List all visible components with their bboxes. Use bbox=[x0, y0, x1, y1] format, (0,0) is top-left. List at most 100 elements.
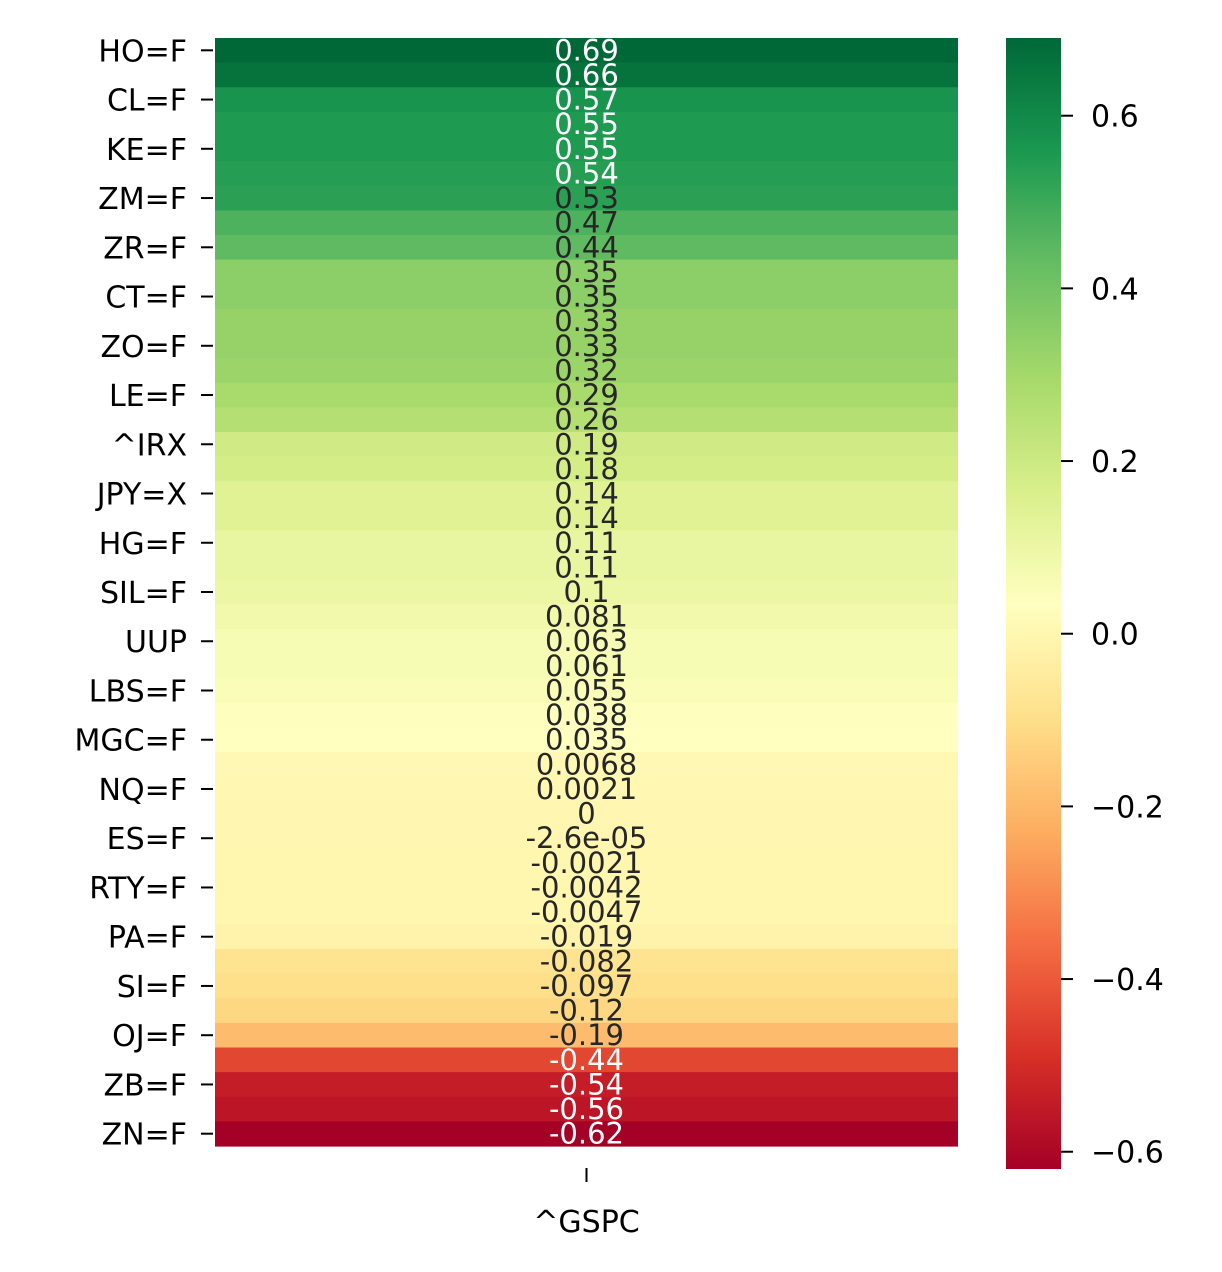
heatmap-cell bbox=[215, 333, 958, 359]
colorbar-bar bbox=[1006, 38, 1061, 1169]
cell-value-label: 0.57 bbox=[554, 83, 619, 117]
heatmap-cell bbox=[215, 62, 958, 88]
cell-value-label: 0.33 bbox=[554, 304, 619, 338]
colorbar-tick-label: 0.4 bbox=[1091, 272, 1139, 307]
y-axis: HO=F CL=F KE=F ZM=F ZR=F CT=F ZO=F LE=F ^IRX JPY=… bbox=[75, 34, 213, 1153]
heatmap-cell bbox=[215, 727, 958, 753]
heatmap-cell bbox=[215, 924, 958, 950]
heatmap-cell bbox=[215, 825, 958, 852]
cell-value-label: 0.69 bbox=[554, 33, 619, 67]
cell-value-label: 0.35 bbox=[554, 255, 619, 289]
cell-value-label: -0.56 bbox=[549, 1092, 624, 1126]
cell-value-label: 0.081 bbox=[545, 600, 628, 634]
colorbar-tick-label: −0.4 bbox=[1091, 963, 1164, 998]
y-tick-label: PA=F bbox=[108, 921, 187, 956]
heatmap-cell bbox=[215, 407, 958, 433]
heatmap-cell bbox=[215, 998, 958, 1024]
colorbar-tick-label: −0.2 bbox=[1091, 790, 1164, 825]
heatmap-cell bbox=[215, 653, 958, 679]
heatmap-cell bbox=[215, 259, 958, 285]
y-tick-label: HG=F bbox=[99, 527, 187, 562]
heatmap-cell bbox=[215, 875, 958, 901]
cell-value-label: 0.14 bbox=[554, 477, 619, 511]
heatmap-cell bbox=[215, 456, 958, 482]
y-tick-label: ZM=F bbox=[98, 182, 187, 217]
cell-value-label: 0.29 bbox=[554, 378, 619, 412]
cell-value-label: -0.12 bbox=[549, 994, 624, 1028]
heatmap-cell bbox=[215, 702, 958, 729]
y-tick-label: ZN=F bbox=[102, 1118, 187, 1153]
cell-value-label: 0.0068 bbox=[536, 747, 637, 781]
cell-value-label: -0.44 bbox=[549, 1043, 624, 1077]
heatmap-cell bbox=[215, 111, 958, 138]
heatmap-cell bbox=[215, 949, 958, 975]
y-tick-label: SI=F bbox=[117, 970, 187, 1005]
cell-value-label: 0.11 bbox=[554, 550, 619, 584]
cell-value-label: 0.54 bbox=[554, 156, 619, 190]
heatmap-cell bbox=[215, 604, 958, 630]
cell-value-label: 0.19 bbox=[554, 427, 619, 461]
cell-value-label: 0.0021 bbox=[536, 772, 637, 806]
cell-value-label: -0.097 bbox=[540, 969, 634, 1003]
heatmap-cell bbox=[215, 628, 958, 655]
heatmap-cells bbox=[215, 38, 958, 1147]
cell-value-label: 0.55 bbox=[554, 107, 619, 141]
y-tick-label: RTY=F bbox=[89, 871, 187, 906]
x-axis: ^GSPC bbox=[533, 1168, 640, 1240]
y-tick-label: SIL=F bbox=[100, 576, 187, 611]
cell-value-label: -0.62 bbox=[549, 1117, 624, 1151]
heatmap-cell bbox=[215, 481, 958, 507]
y-tick-label: MGC=F bbox=[75, 724, 187, 759]
heatmap-cell bbox=[215, 1096, 958, 1122]
heatmap-cell bbox=[215, 530, 958, 556]
y-tick-label: LBS=F bbox=[89, 674, 187, 709]
y-tick-label: ZO=F bbox=[100, 330, 187, 365]
heatmap-cell bbox=[215, 1047, 958, 1073]
cell-value-label: 0.11 bbox=[554, 526, 619, 560]
cell-value-label: 0.26 bbox=[554, 403, 619, 437]
heatmap-cell bbox=[215, 752, 958, 778]
y-tick-label: KE=F bbox=[106, 133, 187, 168]
cell-value-label: 0.18 bbox=[554, 452, 619, 486]
heatmap-cell bbox=[215, 185, 958, 211]
heatmap-cell bbox=[215, 1121, 958, 1147]
cell-value-label: 0.035 bbox=[545, 723, 628, 757]
heatmap-cell bbox=[215, 555, 958, 581]
cell-value-label: -0.0042 bbox=[531, 870, 643, 904]
cell-value-label: 0 bbox=[577, 797, 595, 831]
heatmap-cell bbox=[215, 234, 958, 261]
heatmap-cell bbox=[215, 899, 958, 925]
heatmap-cell bbox=[215, 161, 958, 187]
y-tick-label: HO=F bbox=[98, 34, 187, 69]
heatmap-cell bbox=[215, 1022, 958, 1049]
y-tick-label: LE=F bbox=[109, 379, 187, 414]
cell-value-label: 0.063 bbox=[545, 624, 628, 658]
cell-value-label: 0.53 bbox=[554, 181, 619, 215]
heatmap-cell-labels: 0.690.660.570.550.550.540.530.470.440.35… bbox=[526, 33, 648, 1150]
y-tick-label: JPY=X bbox=[95, 478, 187, 513]
heatmap-cell bbox=[215, 776, 958, 802]
y-tick-label: ZR=F bbox=[103, 231, 187, 266]
heatmap-cell bbox=[215, 358, 958, 384]
colorbar-tick-label: 0.6 bbox=[1091, 100, 1139, 135]
colorbar-tick-label: 0.0 bbox=[1091, 618, 1139, 653]
heatmap-cell bbox=[215, 382, 958, 408]
y-tick-label: CL=F bbox=[107, 84, 187, 119]
y-tick-label: CT=F bbox=[105, 281, 187, 316]
cell-value-label: -0.0047 bbox=[531, 895, 643, 929]
cell-value-label: -0.082 bbox=[540, 944, 634, 978]
x-tick-label: ^GSPC bbox=[533, 1205, 639, 1240]
colorbar-tick-label: 0.2 bbox=[1091, 445, 1139, 480]
cell-value-label: 0.038 bbox=[545, 698, 628, 732]
heatmap-cell bbox=[215, 801, 958, 827]
heatmap-cell bbox=[215, 505, 958, 532]
heatmap-cell bbox=[215, 210, 958, 236]
heatmap-cell bbox=[215, 284, 958, 310]
heatmap-cell bbox=[215, 973, 958, 999]
heatmap-cell bbox=[215, 850, 958, 876]
cell-value-label: 0.35 bbox=[554, 280, 619, 314]
heatmap-cell bbox=[215, 579, 958, 605]
heatmap-cell bbox=[215, 308, 958, 335]
y-tick-label: NQ=F bbox=[99, 773, 187, 808]
